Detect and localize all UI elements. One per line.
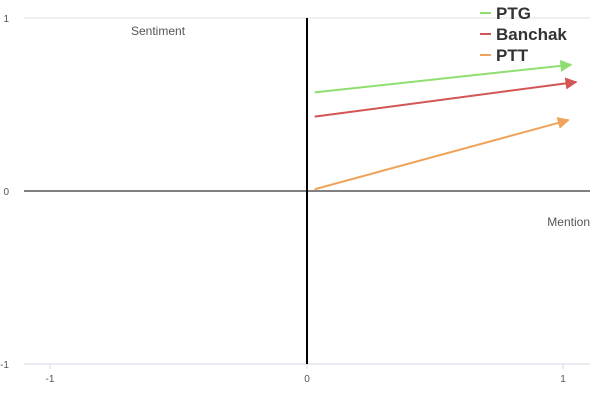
y-tick-label: 0 [3, 187, 9, 198]
x-tick-label: 1 [560, 374, 566, 385]
x-axis-title: Mention [547, 215, 590, 229]
y-axis-title: Sentiment [131, 24, 186, 38]
series-arrow-ptg [314, 59, 573, 94]
series-layer [314, 59, 578, 191]
series-arrow-ptt [314, 117, 570, 191]
x-tick-label: 0 [304, 374, 310, 385]
legend-label: PTG [496, 4, 531, 23]
series-arrow-banchak [314, 77, 578, 118]
x-tick-label: -1 [46, 374, 55, 385]
y-tick-label: 1 [3, 14, 9, 25]
legend-label: Banchak [496, 25, 567, 44]
legend-label: PTT [496, 46, 529, 65]
y-tick-label: -1 [0, 360, 9, 371]
legend: PTG Banchak PTT [480, 4, 567, 65]
